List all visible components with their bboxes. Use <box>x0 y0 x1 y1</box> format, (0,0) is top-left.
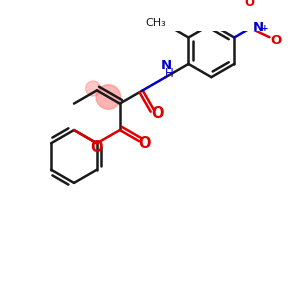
Text: O: O <box>271 34 282 47</box>
Text: +: + <box>261 24 269 33</box>
Circle shape <box>85 81 101 96</box>
Text: O: O <box>152 106 164 122</box>
Text: N: N <box>253 21 264 34</box>
Text: N: N <box>161 59 172 72</box>
Text: H: H <box>164 67 173 80</box>
Text: O: O <box>91 140 103 155</box>
Text: CH₃: CH₃ <box>146 18 166 28</box>
Circle shape <box>96 85 121 109</box>
Text: O⁻: O⁻ <box>245 0 261 9</box>
Text: O: O <box>139 136 151 151</box>
